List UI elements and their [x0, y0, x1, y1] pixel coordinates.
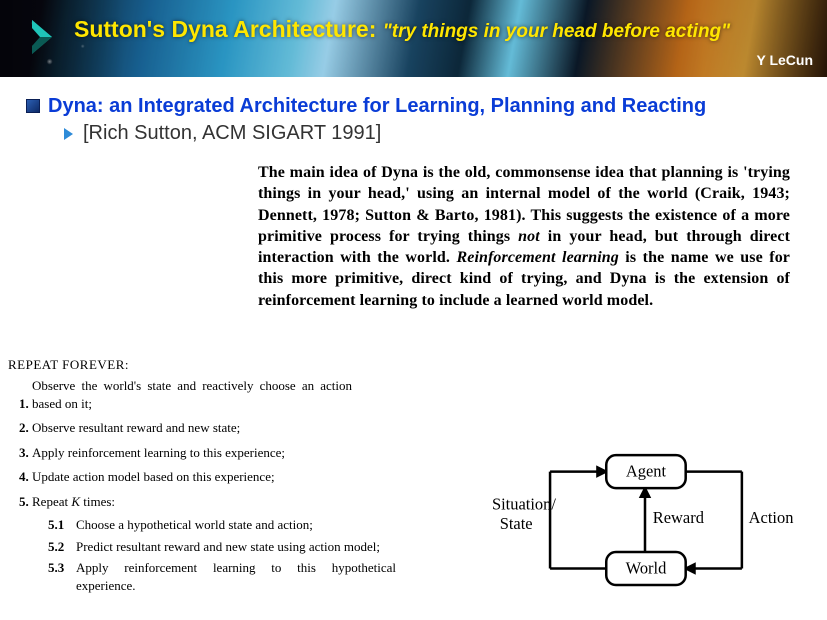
- svg-text:State: State: [500, 514, 533, 533]
- svg-text:Reward: Reward: [653, 508, 705, 527]
- section-heading: Dyna: an Integrated Architecture for Lea…: [48, 95, 706, 118]
- section-heading-row: Dyna: an Integrated Architecture for Lea…: [26, 95, 807, 118]
- svg-text:Action: Action: [749, 508, 794, 527]
- slide-header: Sutton's Dyna Architecture: "try things …: [0, 0, 827, 77]
- slide-title-main: Sutton's Dyna Architecture:: [74, 16, 376, 42]
- step-2: Observe resultant reward and new state;: [32, 419, 440, 437]
- step-4: Update action model based on this experi…: [32, 468, 440, 486]
- substep-1: 5.1Choose a hypothetical world state and…: [48, 516, 440, 534]
- author-label: Y LeCun: [756, 52, 813, 68]
- step-5: Repeat K times: 5.1Choose a hypothetical…: [32, 493, 440, 595]
- svg-text:Situation/: Situation/: [492, 494, 556, 513]
- para-em-1: not: [518, 228, 540, 245]
- svg-text:Agent: Agent: [626, 461, 667, 480]
- substep-2: 5.2Predict resultant reward and new stat…: [48, 538, 440, 556]
- para-em-2: Reinforcement learning: [456, 249, 618, 266]
- bullet-triangle-icon: [64, 128, 73, 140]
- bullet-square-icon: [26, 99, 40, 113]
- chevron-3d-icon: [30, 14, 64, 60]
- algorithm-steps: Observe the world's state and reactively…: [10, 377, 440, 601]
- svg-text:World: World: [626, 558, 667, 577]
- agent-world-diagram: Agent World Situation/State Reward Action: [490, 437, 800, 607]
- citation-row: [Rich Sutton, ACM SIGART 1991]: [64, 122, 807, 145]
- step-1: Observe the world's state and reactively…: [32, 377, 440, 412]
- excerpt-paragraph: The main idea of Dyna is the old, common…: [258, 162, 790, 311]
- slide-title: Sutton's Dyna Architecture: "try things …: [74, 16, 730, 43]
- citation-text: [Rich Sutton, ACM SIGART 1991]: [83, 122, 381, 145]
- slide-body: Dyna: an Integrated Architecture for Lea…: [0, 77, 827, 620]
- step-3: Apply reinforcement learning to this exp…: [32, 444, 440, 462]
- substeps: 5.1Choose a hypothetical world state and…: [32, 516, 440, 594]
- slide-title-sub: "try things in your head before acting": [383, 21, 730, 42]
- substep-3: 5.3Apply reinforcement learning to this …: [48, 559, 440, 594]
- algorithm-header: REPEAT FOREVER:: [8, 357, 129, 373]
